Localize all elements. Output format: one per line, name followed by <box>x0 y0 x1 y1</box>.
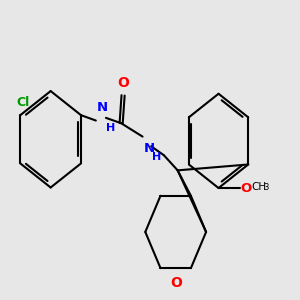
Text: O: O <box>241 182 252 194</box>
Text: Cl: Cl <box>17 96 30 109</box>
Text: N: N <box>143 142 155 155</box>
Text: O: O <box>117 76 129 90</box>
Text: H: H <box>106 123 115 133</box>
Text: CH: CH <box>251 182 266 192</box>
Text: O: O <box>170 276 182 290</box>
Text: 3: 3 <box>263 183 269 192</box>
Text: N: N <box>97 101 108 114</box>
Text: H: H <box>152 152 162 162</box>
